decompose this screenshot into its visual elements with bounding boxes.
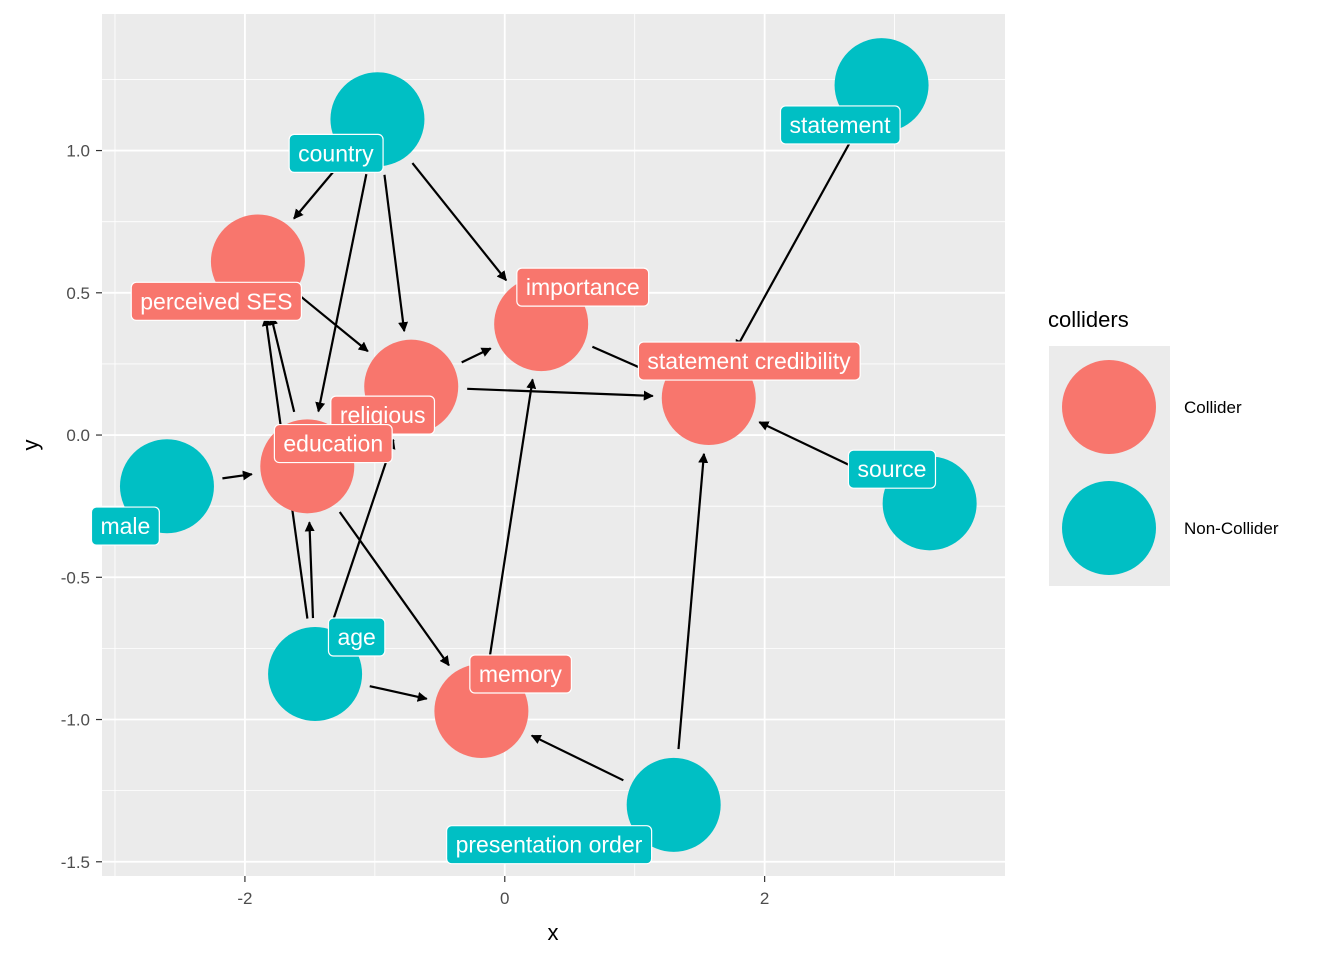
node-label-text: age: [337, 624, 375, 650]
node-label-text: presentation order: [456, 832, 643, 858]
node-label-text: statement: [789, 112, 891, 138]
node-label-text: education: [283, 431, 383, 457]
y-tick-label: -1.5: [61, 853, 90, 872]
node-label-perceived_ses: perceived SES: [130, 281, 303, 321]
edge-religious-to-importance: [461, 347, 492, 364]
node-label-box: [130, 281, 303, 321]
legend-title: colliders: [1048, 307, 1129, 332]
legend-entries: Collider Non-Collider: [1062, 360, 1279, 575]
y-tick-label: -1.0: [61, 711, 90, 730]
node-label-age: age: [327, 617, 386, 657]
node-label-text: statement credibility: [647, 348, 851, 374]
node-label-box: [273, 423, 393, 464]
node-label-text: source: [857, 456, 926, 482]
node-label-text: importance: [526, 274, 640, 300]
y-tick-label: -0.5: [61, 568, 90, 587]
edge-age-to-religious: [331, 438, 396, 622]
node-label-box: [637, 341, 861, 381]
edge-statement-to-statement_credibility: [734, 133, 856, 350]
edge-education-to-perceived_ses: [268, 314, 296, 413]
x-tick-label: -2: [237, 889, 252, 908]
node-label-box: [516, 267, 650, 307]
edge-country-to-education: [315, 173, 368, 413]
node-label-statement: statement: [779, 105, 901, 145]
x-axis-title: x: [548, 920, 559, 945]
node-label-presentation_order: presentation order: [446, 825, 653, 865]
node-label-source: source: [847, 449, 937, 489]
node-label-box: [327, 617, 386, 657]
x-tick-label: 2: [760, 889, 769, 908]
edge-religious-to-statement_credibility: [467, 387, 654, 401]
edge-age-to-education: [304, 521, 315, 619]
node-label-box: [779, 105, 901, 145]
edge-male-to-education: [222, 470, 253, 481]
legend-label: Non-Collider: [1184, 519, 1279, 538]
plot-panel: [102, 14, 1005, 876]
edge-education-to-memory: [338, 511, 450, 667]
legend: colliders Collider Non-Collider: [1048, 307, 1279, 586]
y-tick-label: 0.0: [66, 426, 90, 445]
legend-key-collider: [1062, 360, 1156, 454]
legend-key-non-collider: [1062, 481, 1156, 575]
node-label-text: perceived SES: [140, 288, 292, 314]
node-label-box: [446, 825, 653, 865]
node-label-male: male: [90, 506, 160, 546]
node-label-text: memory: [479, 661, 563, 687]
edge-presentation_order-to-statement_credibility: [677, 452, 709, 750]
node-label-box: [847, 449, 937, 489]
edge-presentation_order-to-memory: [530, 734, 624, 782]
node-label-statement_credibility: statement credibility: [637, 341, 861, 381]
x-axis: -2 0 2: [237, 876, 769, 908]
node-label-education: education: [273, 423, 393, 464]
edge-memory-to-importance: [488, 378, 537, 656]
node-label-text: country: [298, 140, 374, 166]
y-axis-title: y: [18, 440, 43, 451]
edge-country-to-importance: [411, 162, 508, 282]
node-label-text: male: [100, 513, 150, 539]
edge-perceived_ses-to-religious: [300, 296, 369, 353]
node-label-box: [90, 506, 160, 546]
edge-country-to-religious: [383, 174, 409, 333]
legend-label: Collider: [1184, 398, 1242, 417]
node-label-country: country: [288, 133, 384, 173]
node-label-memory: memory: [469, 654, 572, 694]
edge-age-to-memory: [369, 685, 428, 702]
node-label-box: [288, 133, 384, 173]
y-tick-label: 1.0: [66, 142, 90, 161]
y-axis: -1.5 -1.0 -0.5 0.0 0.5 1.0: [61, 142, 102, 872]
node-label-box: [469, 654, 572, 694]
y-tick-label: 0.5: [66, 284, 90, 303]
x-tick-label: 0: [500, 889, 509, 908]
node-label-layer: country statement perceived SES importance s…: [90, 105, 937, 865]
node-label-importance: importance: [516, 267, 650, 307]
node-label-text: religious: [340, 402, 426, 428]
